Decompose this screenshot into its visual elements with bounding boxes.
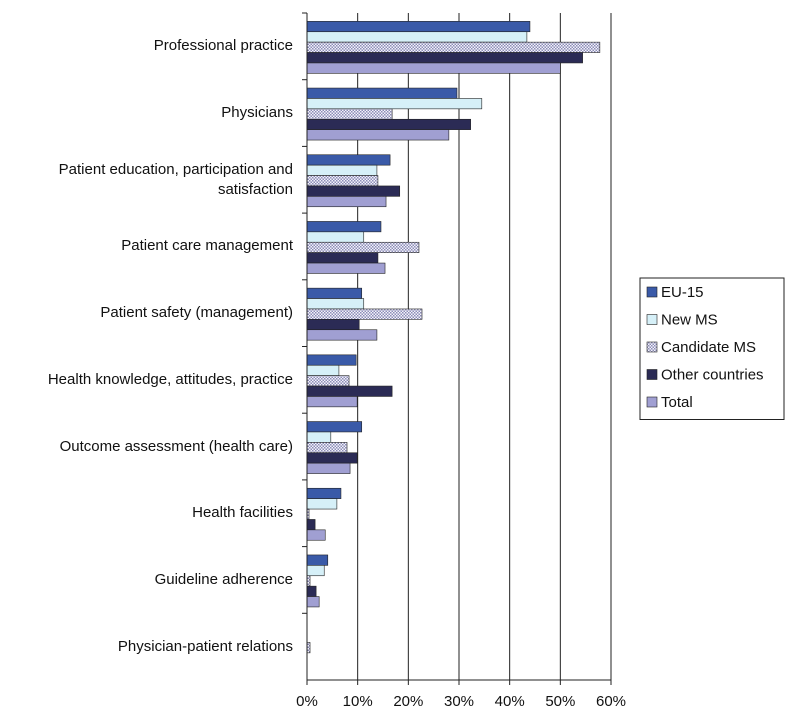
legend-label: EU-15	[661, 284, 704, 301]
legend-swatch	[646, 369, 658, 380]
bar	[306, 41, 601, 53]
bar	[306, 585, 317, 597]
bar	[306, 519, 316, 531]
x-tick-label: 30%	[444, 693, 474, 710]
bar	[306, 241, 420, 253]
bar	[306, 442, 348, 454]
bar	[306, 175, 379, 187]
category-label: Physicians	[221, 104, 293, 122]
bar	[306, 118, 471, 130]
x-tick-label: 20%	[393, 693, 423, 710]
category-label: Outcome assessment (health care)	[59, 437, 293, 455]
category-label: Patient care management	[121, 237, 293, 255]
bar	[306, 129, 450, 141]
bar	[306, 421, 363, 433]
bar	[306, 62, 561, 74]
bar	[306, 21, 531, 33]
category-label: Health facilities	[192, 504, 293, 522]
bar	[306, 231, 365, 243]
category-label: Professional practice	[153, 37, 293, 55]
legend-swatch	[646, 341, 658, 353]
legend-label: New MS	[661, 311, 718, 328]
bar	[306, 185, 401, 197]
bar	[306, 252, 379, 264]
category-label: Health knowledge, attitudes, practice	[47, 370, 293, 388]
bar	[306, 164, 378, 176]
bar	[306, 221, 382, 233]
legend-box	[639, 277, 785, 420]
bar	[306, 396, 358, 408]
bar	[306, 452, 358, 464]
legend-label: Candidate MS	[661, 339, 756, 356]
bar	[306, 196, 387, 208]
bar	[306, 154, 391, 166]
bar	[306, 498, 338, 510]
bar	[306, 87, 458, 99]
bar	[306, 529, 326, 541]
bar	[306, 52, 583, 64]
bar	[306, 308, 423, 320]
bar	[306, 298, 365, 310]
legend-swatch	[646, 396, 658, 408]
legend-swatch	[646, 286, 658, 298]
category-label: Guideline adherence	[154, 570, 293, 588]
bar	[306, 385, 393, 397]
x-tick-label: 60%	[596, 693, 626, 710]
category-label: Patient safety (management)	[100, 304, 293, 322]
bar	[306, 487, 342, 499]
bar	[306, 364, 340, 376]
legend-swatch	[646, 314, 658, 325]
category-label: Patient education, participation and sat…	[58, 160, 293, 198]
bar	[306, 375, 350, 387]
bar	[306, 262, 386, 274]
x-tick-label: 10%	[343, 693, 373, 710]
bar	[306, 108, 393, 120]
bar	[306, 329, 378, 341]
bar	[306, 354, 357, 366]
bar	[306, 319, 360, 331]
x-tick-label: 40%	[495, 693, 525, 710]
bar	[306, 98, 483, 110]
bar	[306, 554, 329, 566]
bar	[306, 287, 363, 299]
bar	[306, 31, 528, 43]
legend-label: Other countries	[661, 366, 764, 383]
bar	[306, 565, 325, 577]
bar	[306, 462, 351, 474]
bar	[306, 596, 320, 608]
bar	[306, 431, 332, 443]
x-tick-label: 50%	[545, 693, 575, 710]
legend-label: Total	[661, 394, 693, 411]
x-tick-label: 0%	[296, 693, 318, 710]
category-label: Physician-patient relations	[117, 637, 293, 655]
